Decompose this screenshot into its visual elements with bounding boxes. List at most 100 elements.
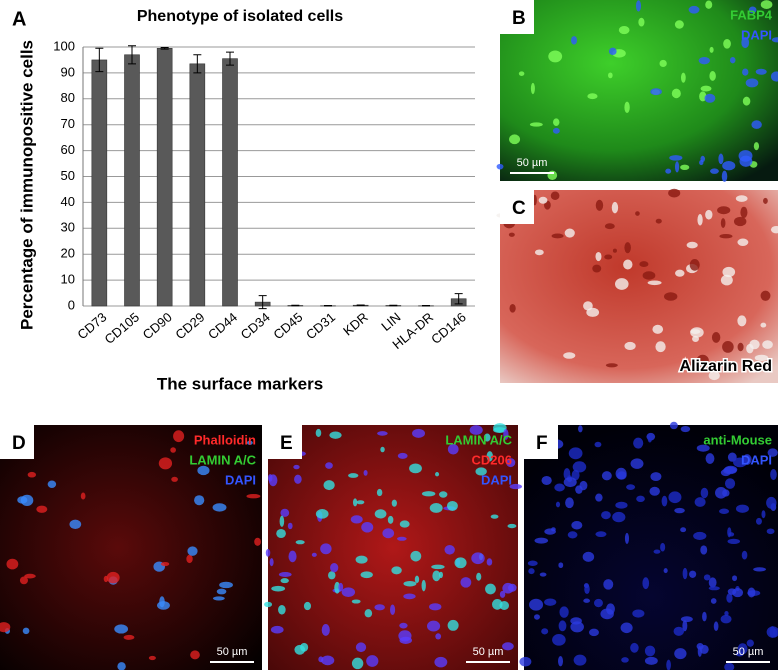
cell [741, 550, 748, 560]
scale-bar-label: 50 µm [733, 646, 764, 658]
cell [171, 476, 178, 482]
x-tick-label: CD31 [303, 309, 338, 342]
cell [294, 474, 302, 484]
cell [595, 493, 603, 502]
cell [770, 71, 778, 82]
cell [624, 341, 636, 351]
cell [682, 620, 688, 632]
cell [708, 371, 720, 381]
cell [530, 82, 535, 95]
y-tick-label: 60 [61, 142, 75, 157]
cell [703, 574, 711, 581]
cell [760, 322, 767, 328]
cell [507, 523, 517, 529]
cell [586, 307, 600, 317]
x-tick-label: CD29 [172, 309, 207, 342]
panel-label: C [512, 198, 526, 219]
cell [666, 659, 671, 670]
cell [265, 548, 271, 557]
cell [674, 507, 685, 514]
cell [698, 56, 710, 65]
cell [269, 558, 274, 567]
cell [605, 363, 618, 368]
cell [720, 274, 733, 286]
cell [766, 496, 777, 509]
cell [673, 626, 685, 636]
cell [434, 656, 448, 668]
cell [584, 584, 590, 595]
cell [639, 261, 649, 268]
cell [352, 498, 358, 507]
cell [558, 655, 564, 667]
cell [529, 598, 544, 611]
cell [194, 495, 205, 506]
error-bar [454, 293, 463, 305]
cell [755, 68, 767, 75]
cell [360, 571, 373, 579]
cell [710, 598, 717, 604]
cell [620, 622, 633, 634]
cell [114, 624, 129, 634]
cell [693, 531, 707, 540]
cell [594, 441, 602, 448]
cell [705, 453, 715, 465]
cell [563, 468, 571, 480]
cell [589, 628, 599, 637]
cell [397, 452, 408, 459]
cell [311, 552, 317, 557]
cell [431, 564, 445, 570]
cell [671, 88, 681, 99]
panel-label: A [12, 8, 26, 30]
cell [27, 471, 37, 478]
stain-label: LAMIN A/C [445, 432, 512, 447]
cell [735, 195, 748, 202]
panel-label: F [536, 433, 548, 454]
cell [699, 160, 704, 166]
cell [551, 527, 556, 532]
cell [745, 78, 759, 88]
y-tick-label: 30 [61, 220, 75, 235]
cell [555, 501, 561, 508]
cell [747, 587, 756, 598]
cell [397, 536, 407, 541]
panel-label: E [280, 433, 293, 454]
cell [47, 480, 57, 489]
cell [755, 517, 762, 525]
cell [447, 444, 459, 455]
cell [727, 538, 741, 544]
cell [718, 153, 724, 165]
cell [435, 472, 440, 477]
cell [363, 470, 368, 476]
cell [614, 278, 629, 290]
cell [699, 644, 709, 654]
cell [702, 611, 707, 622]
cell [669, 421, 678, 430]
cell [766, 528, 775, 535]
cell [123, 634, 135, 640]
stain-label: FABP4 [730, 7, 773, 22]
scale-bar-label: 50 µm [473, 646, 504, 658]
cell [642, 577, 650, 590]
cell [655, 341, 666, 353]
cell [534, 537, 549, 544]
cell [649, 486, 660, 496]
cell [496, 163, 504, 170]
cell [624, 101, 630, 114]
x-tick-label: CD45 [270, 309, 305, 342]
cell [618, 25, 630, 35]
cell [361, 521, 374, 533]
cell [772, 628, 778, 638]
cell [565, 497, 574, 509]
cell [688, 5, 700, 14]
cell [6, 558, 19, 570]
panel-label: B [512, 8, 526, 29]
cell [528, 568, 535, 575]
cell [709, 71, 716, 81]
cell [630, 642, 639, 653]
y-tick-label: 0 [68, 297, 75, 312]
cell [364, 609, 373, 618]
cell [173, 430, 185, 443]
